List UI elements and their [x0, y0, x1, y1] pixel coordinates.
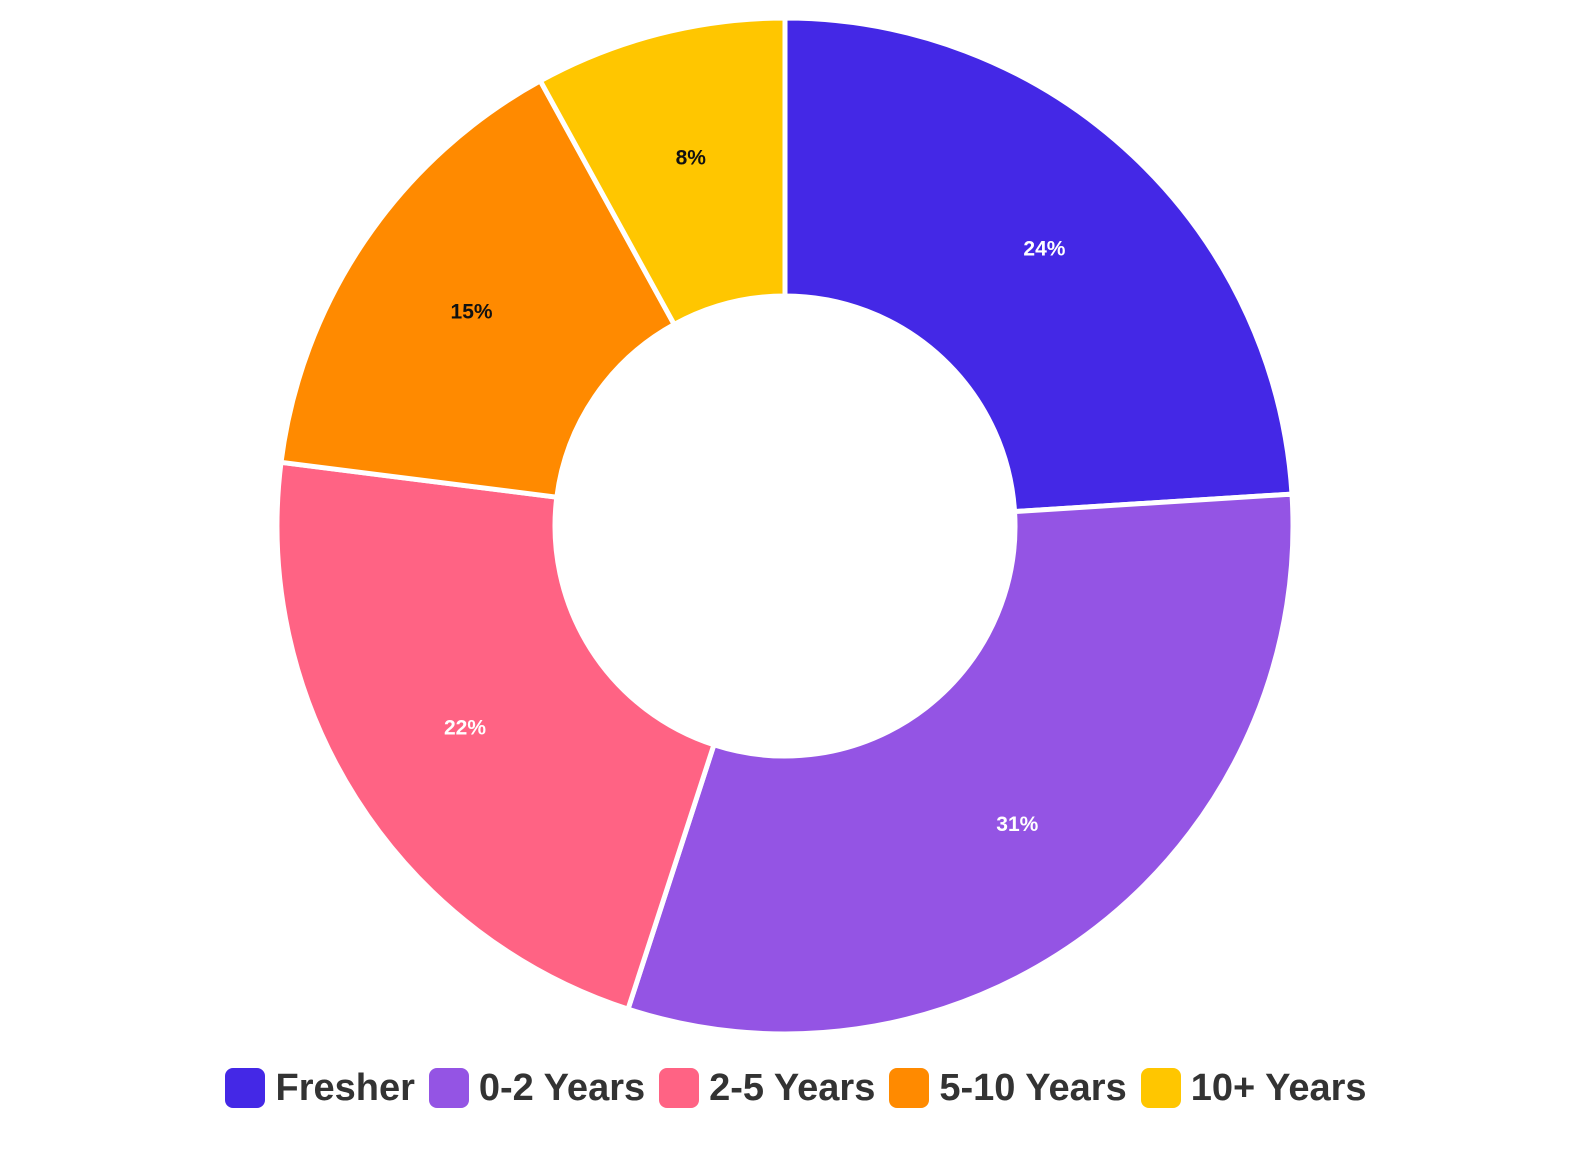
donut-chart-svg: 24% 31% 22% 15% 8%	[274, 15, 1296, 1037]
legend-label: 5-10 Years	[939, 1066, 1127, 1109]
slice-label-0-2-years: 31%	[996, 813, 1038, 836]
donut-slice-10-plus-years[interactable]	[537, 15, 788, 327]
slice-label-5-10-years: 15%	[451, 301, 493, 324]
legend-label: 2-5 Years	[709, 1066, 876, 1109]
slice-label-fresher: 24%	[1023, 237, 1065, 260]
donut-slice-2-5-years[interactable]	[274, 459, 717, 1012]
legend-swatch	[659, 1068, 700, 1108]
legend-swatch	[428, 1068, 469, 1108]
legend-swatch	[889, 1068, 930, 1108]
legend-item-10-plus-years[interactable]: 10+ Years	[1140, 1066, 1367, 1110]
donut-chart: 24% 31% 22% 15% 8%	[274, 15, 1296, 1037]
donut-slice-fresher[interactable]	[782, 15, 1295, 515]
legend-label: 0-2 Years	[478, 1066, 646, 1109]
legend-item-0-2-years[interactable]: 0-2 Years	[428, 1066, 646, 1110]
chart-legend: Fresher 0-2 Years 2-5 Years 5-10 Years 1…	[0, 1060, 1592, 1116]
legend-item-5-10-years[interactable]: 5-10 Years	[889, 1066, 1127, 1110]
legend-swatch	[1140, 1068, 1181, 1108]
legend-item-2-5-years[interactable]: 2-5 Years	[659, 1067, 875, 1110]
legend-swatch	[225, 1068, 266, 1108]
legend-label: Fresher	[275, 1066, 415, 1109]
legend-label: 10+ Years	[1190, 1066, 1367, 1109]
donut-slice-0-2-years[interactable]	[625, 491, 1296, 1037]
donut-slice-5-10-years[interactable]	[278, 78, 677, 500]
legend-item-fresher[interactable]: Fresher	[225, 1066, 415, 1110]
slice-label-2-5-years: 22%	[444, 717, 486, 740]
slice-label-10-plus-years: 8%	[676, 146, 707, 169]
